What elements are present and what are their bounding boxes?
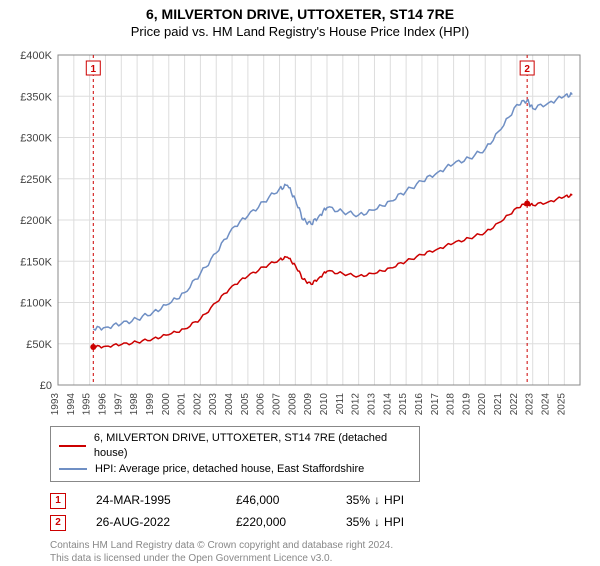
svg-text:2010: 2010 [319,393,330,415]
svg-text:2020: 2020 [477,393,488,415]
footer-attribution: Contains HM Land Registry data © Crown c… [50,539,592,565]
svg-text:2022: 2022 [509,393,520,415]
svg-text:2018: 2018 [446,393,457,415]
svg-text:£100K: £100K [20,298,52,310]
sale-row: 1 24-MAR-1995 £46,000 35%↓HPI [50,490,592,512]
svg-text:2012: 2012 [351,393,362,415]
down-arrow-icon: ↓ [374,490,380,512]
legend-label: HPI: Average price, detached house, East… [95,462,364,477]
svg-text:1998: 1998 [129,393,140,415]
svg-text:2013: 2013 [366,393,377,415]
svg-text:1994: 1994 [66,393,77,415]
svg-text:2021: 2021 [493,393,504,415]
svg-text:£350K: £350K [20,91,52,103]
svg-text:2009: 2009 [303,393,314,415]
sale-marker-icon: 1 [50,493,66,509]
svg-text:1: 1 [91,64,97,75]
chart-svg: £0 £50K £100K £150K £200K £250K £300K £350K £400… [8,45,592,415]
svg-text:2004: 2004 [224,393,235,415]
svg-text:1997: 1997 [113,393,124,415]
sale-price: £220,000 [236,512,316,534]
legend-swatch [59,445,86,447]
svg-text:£300K: £300K [20,133,52,145]
legend-item: HPI: Average price, detached house, East… [59,462,411,477]
legend-label: 6, MILVERTON DRIVE, UTTOXETER, ST14 7RE … [94,431,411,462]
svg-text:2019: 2019 [461,393,472,415]
svg-text:2016: 2016 [414,393,425,415]
svg-text:2011: 2011 [335,393,346,415]
svg-text:2003: 2003 [208,393,219,415]
svg-text:2015: 2015 [398,393,409,415]
svg-text:2000: 2000 [161,393,172,415]
sale-price: £46,000 [236,490,316,512]
svg-text:2014: 2014 [382,393,393,415]
svg-text:£400K: £400K [20,50,52,62]
svg-text:1999: 1999 [145,393,156,415]
svg-text:1995: 1995 [82,393,93,415]
svg-text:2025: 2025 [556,393,567,415]
svg-text:1993: 1993 [50,393,61,415]
chart-title: 6, MILVERTON DRIVE, UTTOXETER, ST14 7RE [0,6,600,22]
svg-text:£0: £0 [40,380,52,392]
svg-text:£200K: £200K [20,215,52,227]
down-arrow-icon: ↓ [374,512,380,534]
svg-text:2017: 2017 [430,393,441,415]
svg-text:2002: 2002 [192,393,203,415]
svg-text:2006: 2006 [256,393,267,415]
sales-table: 1 24-MAR-1995 £46,000 35%↓HPI 2 26-AUG-2022 £2… [50,490,592,533]
svg-text:2007: 2007 [272,393,283,415]
svg-text:1996: 1996 [97,393,108,415]
legend-item: 6, MILVERTON DRIVE, UTTOXETER, ST14 7RE … [59,431,411,462]
legend: 6, MILVERTON DRIVE, UTTOXETER, ST14 7RE … [50,426,420,482]
svg-text:2008: 2008 [287,393,298,415]
svg-text:2023: 2023 [525,393,536,415]
svg-text:£150K: £150K [20,256,52,268]
svg-text:2005: 2005 [240,393,251,415]
svg-text:£250K: £250K [20,174,52,186]
sale-row: 2 26-AUG-2022 £220,000 35%↓HPI [50,512,592,534]
svg-text:2001: 2001 [177,393,188,415]
chart-subtitle: Price paid vs. HM Land Registry's House … [0,24,600,39]
footer-line-1: Contains HM Land Registry data © Crown c… [50,539,592,552]
chart-area: £0 £50K £100K £150K £200K £250K £300K £350K £400… [8,45,592,420]
svg-text:2: 2 [524,64,530,75]
footer-line-2: This data is licensed under the Open Gov… [50,552,592,565]
svg-text:£50K: £50K [26,339,52,351]
sale-hpi: 35%↓HPI [346,512,436,534]
sale-date: 26-AUG-2022 [96,512,206,534]
sale-hpi: 35%↓HPI [346,490,436,512]
sale-date: 24-MAR-1995 [96,490,206,512]
sale-marker-icon: 2 [50,515,66,531]
legend-swatch [59,468,87,470]
chart-container: 6, MILVERTON DRIVE, UTTOXETER, ST14 7RE … [0,6,600,566]
svg-text:2024: 2024 [541,393,552,415]
